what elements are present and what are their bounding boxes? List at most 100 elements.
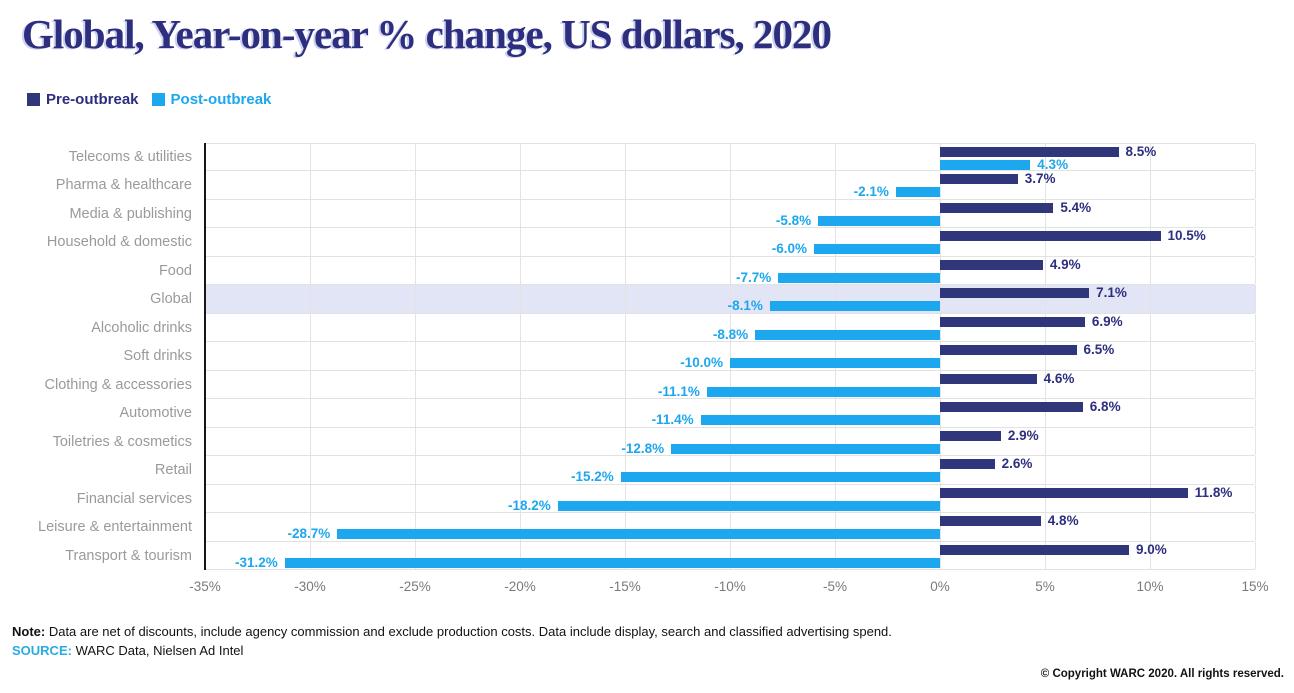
post-outbreak-bar: [700, 415, 940, 426]
row-plot: 11.8% -18.2%: [204, 483, 1256, 514]
pre-outbreak-bar: [940, 373, 1037, 384]
category-label: Leisure & entertainment: [38, 519, 192, 536]
post-outbreak-bar: [284, 557, 940, 568]
gridline: [309, 484, 311, 513]
gridline: [834, 256, 836, 285]
post-value-label: -28.7%: [287, 526, 331, 542]
gridline: [414, 399, 416, 427]
x-axis-ticks: -35% -30% -25% -20% -15% -10% -5% 0% 5% 10% 15%: [189, 570, 1268, 600]
zero-axis-line: [204, 398, 206, 428]
gridline: [1044, 513, 1046, 541]
legend-label: Post-outbreak: [170, 90, 272, 108]
post-value-label: -5.8%: [775, 212, 812, 228]
gridline: [1254, 541, 1256, 570]
gridline: [834, 456, 836, 484]
category-label: Transport & tourism: [65, 547, 192, 564]
gridline: [729, 399, 731, 427]
gridline: [519, 143, 521, 171]
x-tick-label: -15%: [609, 579, 641, 595]
gridline: [834, 285, 836, 313]
gridline: [834, 342, 836, 370]
gridline: [414, 171, 416, 199]
category-label: Toiletries & cosmetics: [52, 433, 192, 450]
warc-report-page: Global, Year-on-year % change, US dollar…: [0, 11, 1294, 680]
pre-outbreak-bar: [940, 316, 1085, 327]
zero-axis-line: [204, 483, 206, 514]
row-plot: 4.8% -28.7%: [204, 512, 1256, 542]
pre-outbreak-bar: [940, 402, 1083, 413]
zero-axis-line: [204, 227, 206, 257]
gridline: [729, 256, 731, 285]
gridline: [1254, 484, 1256, 513]
gridline: [1044, 313, 1046, 342]
legend-swatch-icon: [27, 92, 40, 106]
gridline: [939, 256, 941, 285]
gridline: [1044, 399, 1046, 427]
gridline: [729, 143, 731, 171]
gridline: [1044, 143, 1046, 171]
gridline: [939, 285, 941, 313]
post-outbreak-bar: [940, 159, 1031, 170]
gridline: [1149, 228, 1151, 256]
gridline: [939, 541, 941, 570]
gridline: [939, 399, 941, 427]
gridline: [1044, 484, 1046, 513]
x-tick-label: 10%: [1136, 579, 1164, 595]
gridline: [309, 541, 311, 570]
zero-axis-line: [204, 426, 206, 457]
pre-value-label: 4.8%: [1047, 513, 1079, 529]
post-outbreak-bar: [778, 272, 940, 283]
row-plot: 9.0% -31.2%: [204, 540, 1256, 571]
post-value-label: -18.2%: [508, 497, 551, 513]
gridline: [624, 513, 626, 541]
row-plot: 6.9% -8.8%: [204, 312, 1256, 343]
pre-value-label: 3.7%: [1024, 171, 1056, 187]
page-title: Global, Year-on-year % change, US dollar…: [22, 11, 832, 57]
chart-row: Media & publishing 5.4% -5.8%: [0, 198, 1294, 229]
gridline: [729, 342, 731, 370]
category-label: Telecoms & utilities: [68, 148, 192, 165]
chart-row: Pharma & healthcare 3.7% -2.1%: [0, 170, 1294, 200]
gridline: [939, 143, 941, 171]
gridline: [519, 513, 521, 541]
gridline: [939, 513, 941, 541]
gridline: [309, 370, 311, 399]
gridline: [729, 285, 731, 313]
pre-value-label: 4.6%: [1043, 370, 1075, 386]
category-label: Retail: [154, 462, 192, 479]
pre-outbreak-bar: [940, 146, 1119, 157]
row-plot: 2.9% -12.8%: [204, 426, 1256, 457]
bar-chart: Telecoms & utilities 8.5% 4.3% Pharma & hea…: [0, 142, 1294, 571]
x-tick-label: 15%: [1241, 579, 1269, 595]
zero-axis-line: [204, 512, 206, 542]
gridline: [1149, 143, 1151, 171]
post-value-label: -31.2%: [235, 554, 278, 570]
gridline: [1149, 256, 1151, 285]
gridline: [414, 256, 416, 285]
gridline: [1044, 256, 1046, 285]
gridline: [1149, 199, 1151, 228]
note-text: Data are net of discounts, include agenc…: [45, 624, 892, 640]
gridline: [1149, 513, 1151, 541]
category-label: Alcoholic drinks: [91, 319, 192, 336]
pre-outbreak-bar: [940, 259, 1043, 270]
gridline: [414, 285, 416, 313]
gridline: [1254, 143, 1256, 171]
gridline: [309, 285, 311, 313]
gridline: [1044, 541, 1046, 570]
gridline: [1044, 199, 1046, 228]
gridline: [834, 171, 836, 199]
gridline: [1149, 541, 1151, 570]
gridline: [1149, 313, 1151, 342]
gridline: [414, 541, 416, 570]
gridline: [624, 484, 626, 513]
gridline: [414, 456, 416, 484]
category-label: Household & domestic: [46, 234, 192, 251]
source-label: SOURCE:: [12, 643, 72, 659]
gridline: [1254, 228, 1256, 256]
x-tick-label: -5%: [822, 579, 848, 595]
gridline: [624, 342, 626, 370]
gridline: [834, 513, 836, 541]
pre-outbreak-bar: [940, 231, 1161, 242]
pre-value-label: 5.4%: [1060, 199, 1092, 215]
